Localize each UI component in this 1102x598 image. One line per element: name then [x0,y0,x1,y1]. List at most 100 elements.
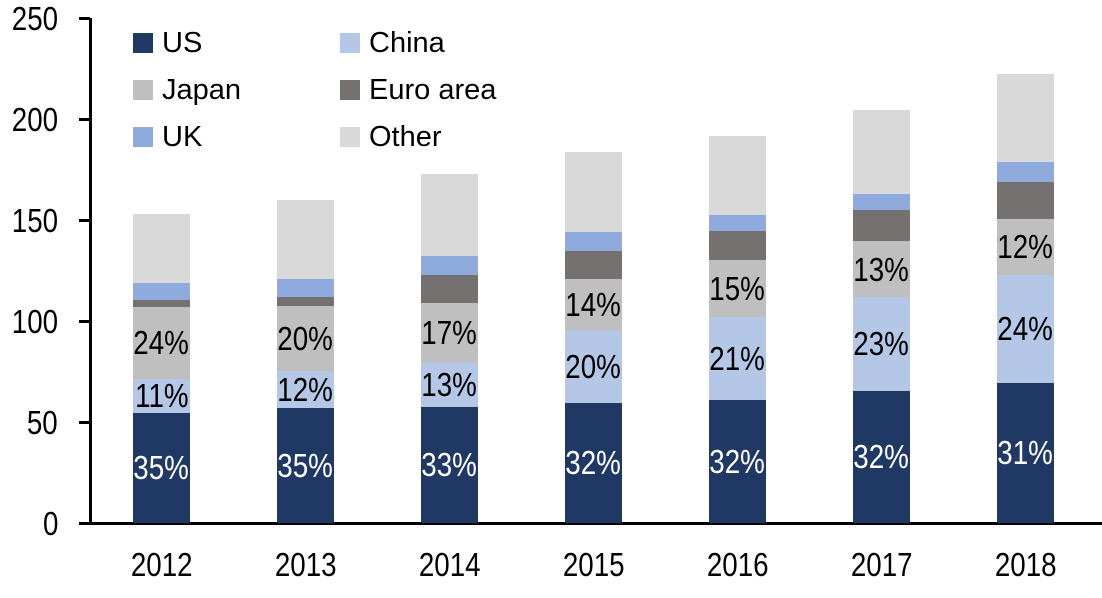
bar-segment-china: 21% [709,317,766,400]
y-tick-mark [79,421,90,424]
segment-percent-label: 35% [133,413,190,523]
segment-percent-label: 32% [565,403,622,523]
y-tick-label: 50 [0,406,58,439]
y-tick-label: 250 [0,2,58,35]
segment-percent-label: 35% [277,408,334,523]
segment-percent-text: 14% [565,285,622,323]
x-tick-label-text: 2018 [994,546,1057,583]
legend-label: Euro area [369,73,497,106]
x-tick-label-text: 2013 [274,546,337,583]
segment-percent-label: 23% [853,297,910,391]
segment-percent-label: 32% [853,391,910,523]
bar-segment-euro-area [133,299,190,307]
x-tick-label-2017: 2017 [810,548,954,581]
legend-item-us: US [133,26,340,60]
x-tick-label-text: 2015 [562,546,625,583]
segment-percent-text: 13% [421,366,478,404]
bar-2015: 32% 20% 14% [565,152,622,523]
bar-segment-china: 23% [853,296,910,391]
segment-percent-text: 17% [421,314,478,352]
segment-percent-text: 31% [997,434,1054,472]
bar-segment-japan: 12% [997,219,1054,275]
segment-percent-text: 13% [853,250,910,288]
segment-percent-label: 32% [709,400,766,523]
x-tick-label-2014: 2014 [378,548,522,581]
bar-segment-us: 35% [133,412,190,523]
y-axis-line [89,18,92,525]
bar-segment-euro-area [997,181,1054,220]
segment-percent-text: 21% [709,339,766,377]
bar-segment-us: 33% [421,406,478,523]
y-tick-label-text: 50 [27,404,58,441]
legend-swatch-icon [340,80,360,100]
bar-segment-us: 31% [997,382,1054,523]
legend-label: Japan [162,73,242,106]
legend-label: US [162,26,203,59]
bar-segment-us: 35% [277,407,334,523]
x-tick-label-text: 2012 [130,546,193,583]
bar-segment-other [133,213,190,283]
legend-swatch-icon [133,80,153,100]
segment-percent-label: 33% [421,407,478,523]
legend-item-china: China [340,26,496,60]
segment-percent-text: 32% [853,438,910,476]
bar-segment-euro-area [565,251,622,279]
legend-label: UK [162,120,203,153]
bar-segment-china: 12% [277,370,334,408]
bar-2016: 32% 21% 15% [709,136,766,523]
segment-percent-text: 24% [997,310,1054,348]
segment-percent-text: 32% [565,444,622,482]
segment-percent-text: 35% [133,449,190,487]
bar-segment-japan: 24% [133,306,190,379]
legend-swatch-icon [133,127,153,147]
bar-segment-uk [421,256,478,275]
segment-percent-text: 23% [853,325,910,363]
bar-segment-uk [853,193,910,211]
segment-percent-label: 14% [565,279,622,331]
bar-segment-uk [565,232,622,252]
bar-2017: 32% 23% 13% [853,110,910,523]
bar-segment-china: 13% [421,362,478,407]
y-tick-mark [79,219,90,222]
bar-segment-japan: 13% [853,241,910,297]
bar-segment-uk [709,214,766,232]
segment-percent-label: 20% [277,306,334,371]
segment-percent-text: 12% [277,370,334,408]
bar-segment-other [853,110,910,194]
segment-percent-text: 20% [565,347,622,385]
y-tick-mark [79,118,90,121]
bar-2012: 35% 11% 24% [133,213,190,523]
bar-segment-uk [133,282,190,300]
y-tick-mark [79,17,90,20]
legend-swatch-icon [133,33,153,53]
x-tick-label-text: 2014 [418,546,481,583]
y-tick-label-text: 250 [11,0,58,37]
legend-item-other: Other [340,120,496,154]
bar-segment-japan: 14% [565,278,622,331]
bar-segment-china: 24% [997,274,1054,383]
bar-segment-uk [277,278,334,297]
x-tick-label-2016: 2016 [666,548,810,581]
bar-segment-us: 32% [853,390,910,523]
legend-swatch-icon [340,33,360,53]
x-tick-label-2018: 2018 [954,548,1098,581]
segment-percent-text: 32% [709,442,766,480]
segment-percent-label: 21% [709,317,766,400]
segment-percent-text: 20% [277,319,334,357]
segment-percent-label: 13% [421,362,478,406]
bar-segment-us: 32% [565,402,622,523]
segment-percent-label: 31% [997,383,1054,523]
segment-percent-label: 12% [277,371,334,408]
y-tick-label: 150 [0,204,58,237]
segment-percent-text: 35% [277,446,334,484]
bar-segment-us: 32% [709,399,766,523]
bar-segment-other [565,152,622,233]
segment-percent-label: 17% [421,303,478,363]
y-tick-label-text: 200 [11,101,58,138]
y-tick-label-text: 100 [11,303,58,340]
x-tick-label-text: 2017 [850,546,913,583]
legend: US China Japan Euro area UK Other [133,26,496,154]
bar-segment-china: 11% [133,378,190,413]
bar-segment-other [997,73,1054,163]
